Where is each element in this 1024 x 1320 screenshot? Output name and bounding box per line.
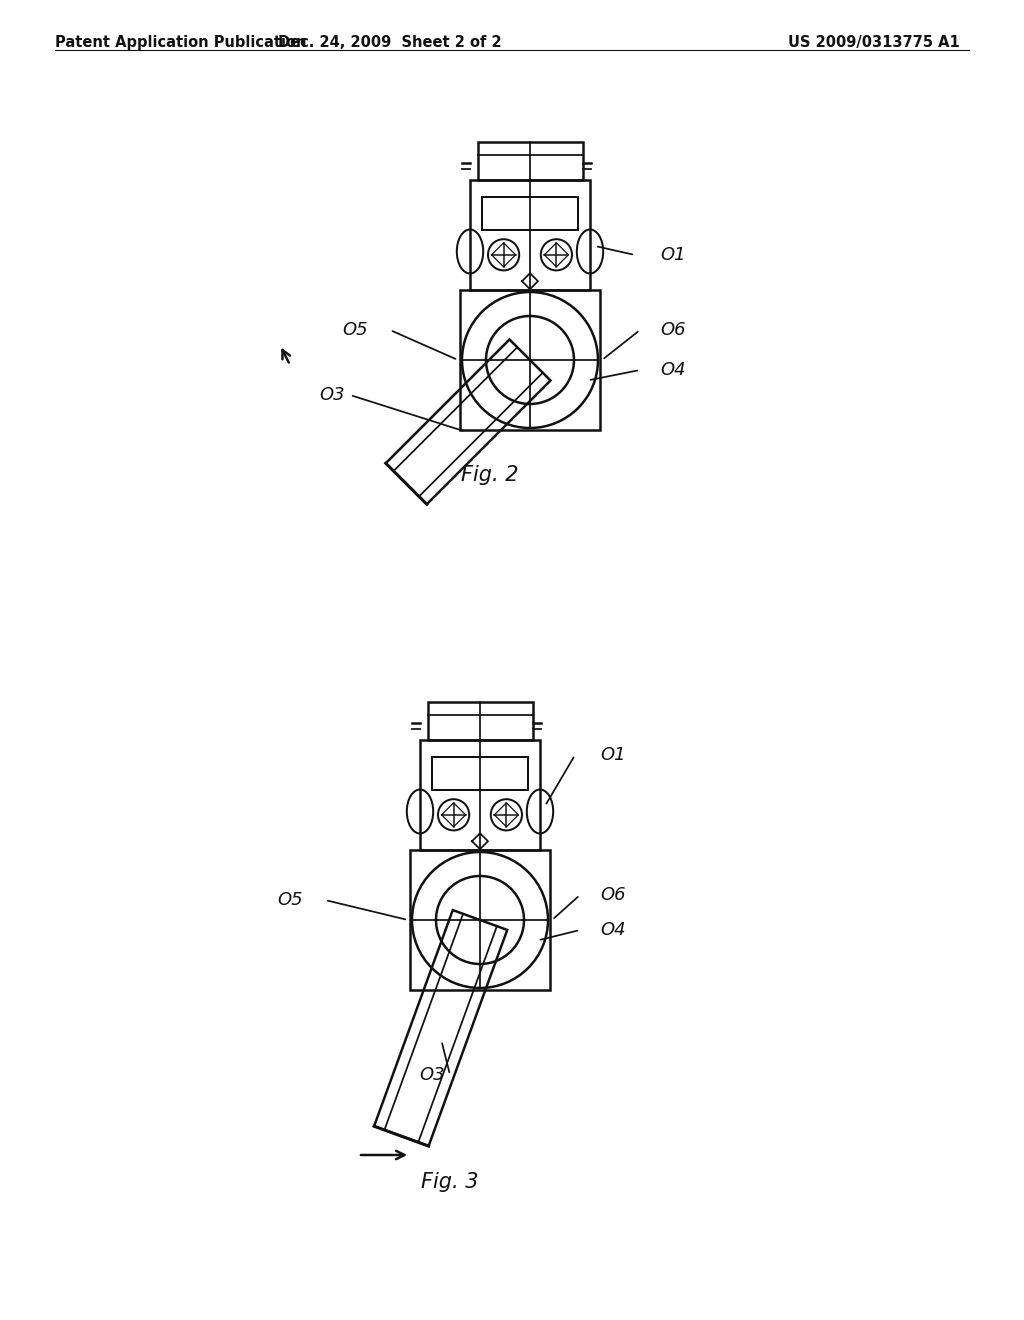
Text: Patent Application Publication: Patent Application Publication [55, 36, 306, 50]
Text: O3: O3 [420, 1067, 445, 1084]
Bar [482, 197, 578, 230]
Bar [470, 180, 590, 290]
Bar [432, 756, 528, 789]
Text: Dec. 24, 2009  Sheet 2 of 2: Dec. 24, 2009 Sheet 2 of 2 [279, 36, 502, 50]
Text: O4: O4 [600, 921, 626, 939]
Bar [427, 702, 532, 741]
Text: US 2009/0313775 A1: US 2009/0313775 A1 [788, 36, 961, 50]
Text: O5: O5 [342, 321, 368, 339]
Text: O6: O6 [660, 321, 686, 339]
Text: Fig. 3: Fig. 3 [421, 1172, 479, 1192]
Text: O1: O1 [600, 746, 626, 764]
Text: O3: O3 [319, 385, 345, 404]
Bar [477, 143, 583, 180]
Bar [410, 850, 550, 990]
Text: Fig. 2: Fig. 2 [461, 465, 519, 484]
Text: O4: O4 [660, 360, 686, 379]
Bar [460, 290, 600, 430]
Bar [420, 741, 540, 850]
Text: O6: O6 [600, 886, 626, 904]
Text: O5: O5 [278, 891, 303, 909]
Text: O1: O1 [660, 246, 686, 264]
